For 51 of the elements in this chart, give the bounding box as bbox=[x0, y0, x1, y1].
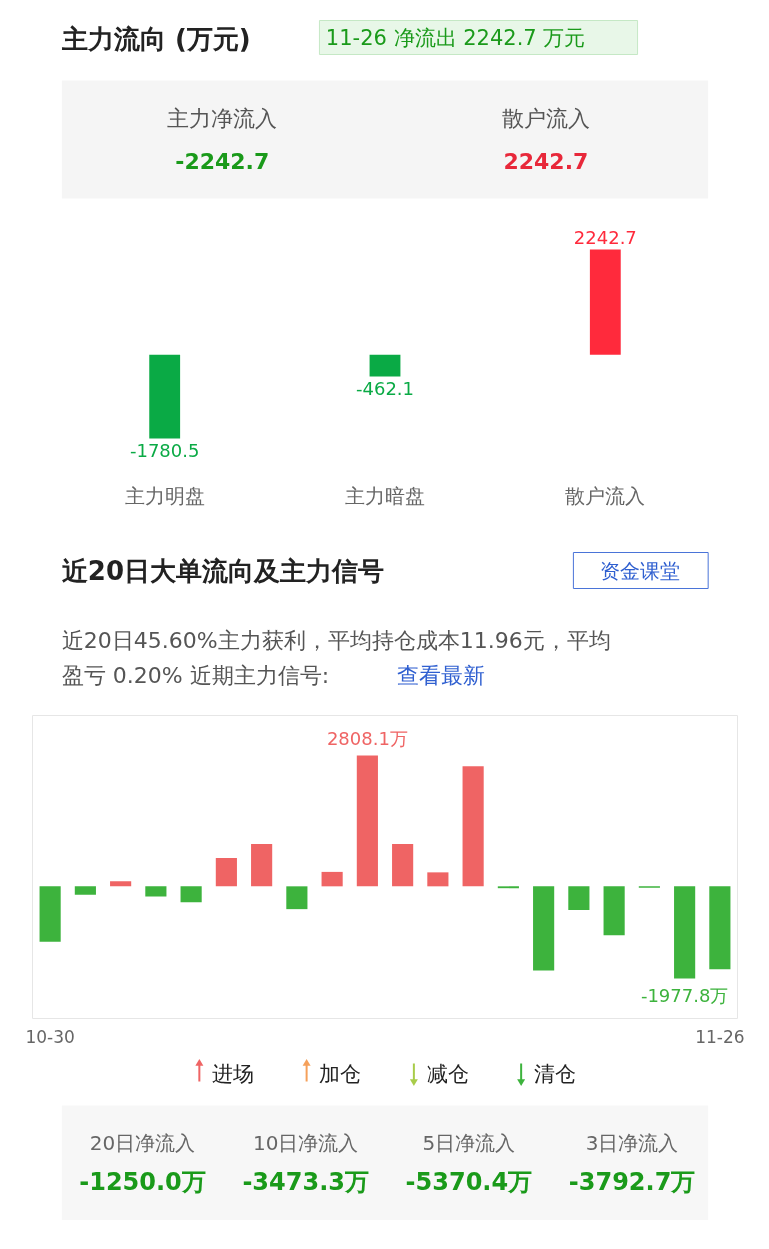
data-label: 2242.7 bbox=[573, 226, 637, 248]
data-label: -1780.5 bbox=[129, 440, 200, 462]
bar bbox=[674, 886, 696, 979]
text: 查看最新 bbox=[397, 663, 486, 688]
x-tick-label: 11-26 bbox=[695, 1026, 745, 1047]
text: -1250.0万 bbox=[79, 1167, 206, 1196]
x-tick-label: 主力明盘 bbox=[124, 483, 205, 508]
text: 3日净流入 bbox=[585, 1130, 679, 1155]
bar bbox=[427, 872, 449, 887]
bar bbox=[321, 871, 343, 887]
x-tick-label: 10-30 bbox=[25, 1026, 75, 1047]
x-tick-label: 主力暗盘 bbox=[345, 483, 425, 508]
text: 主力流向 (万元) bbox=[60, 23, 251, 54]
bar bbox=[603, 886, 625, 936]
bar bbox=[356, 755, 378, 887]
text: 加仓 bbox=[319, 1061, 362, 1086]
bar bbox=[39, 886, 61, 942]
bar bbox=[74, 886, 96, 895]
x-tick-label: 散户流入 bbox=[565, 483, 646, 508]
text: 清仓 bbox=[533, 1061, 576, 1086]
bar bbox=[110, 881, 132, 887]
bar bbox=[251, 843, 273, 887]
text: -3792.7万 bbox=[568, 1167, 696, 1196]
bar bbox=[145, 886, 167, 897]
text: 2242.7 bbox=[503, 148, 589, 174]
text: 20日净流入 bbox=[89, 1130, 196, 1155]
text: 近20日45.60%主力获利，平均持仓成本11.96元，平均 bbox=[61, 628, 611, 653]
text: -2242.7 bbox=[175, 148, 270, 174]
text: -5370.4万 bbox=[405, 1167, 533, 1196]
text: -3473.3万 bbox=[242, 1167, 369, 1196]
text: 减仓 bbox=[426, 1061, 469, 1086]
bar bbox=[533, 886, 555, 971]
bar bbox=[286, 886, 308, 910]
data-label: -462.1 bbox=[355, 378, 415, 400]
text: 进场 bbox=[212, 1061, 255, 1086]
text: 11-26 净流出 2242.7 万元 bbox=[325, 25, 586, 50]
bar bbox=[180, 886, 202, 903]
text: 盈亏 0.20% 近期主力信号: bbox=[61, 663, 330, 688]
data-label: 2808.1万 bbox=[326, 727, 408, 749]
data-label: -1977.8万 bbox=[640, 985, 729, 1007]
text: 散户流入 bbox=[501, 106, 590, 131]
text: 5日净流入 bbox=[422, 1130, 516, 1155]
text: 10日净流入 bbox=[252, 1130, 359, 1155]
bar bbox=[568, 886, 590, 911]
bar bbox=[462, 766, 484, 887]
text: 主力净流入 bbox=[167, 106, 278, 131]
bar bbox=[709, 886, 731, 970]
text: 近20日大单流向及主力信号 bbox=[61, 555, 385, 586]
text: 资金课堂 bbox=[600, 558, 681, 583]
bar bbox=[392, 843, 414, 887]
bar bbox=[215, 857, 237, 887]
